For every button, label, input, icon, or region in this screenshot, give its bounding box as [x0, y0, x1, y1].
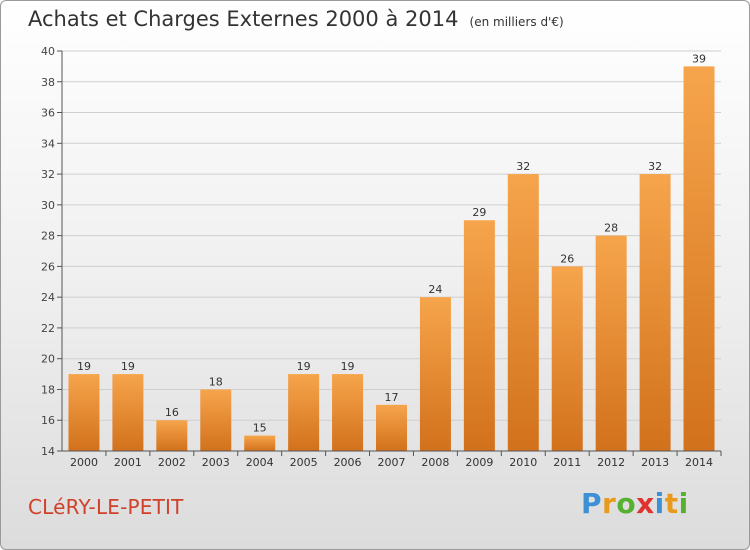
y-tick-label: 14 [41, 445, 55, 458]
logo-letter: i [678, 487, 689, 520]
city-name: CLéRY-LE-PETIT [28, 495, 184, 519]
chart-title: Achats et Charges Externes 2000 à 2014 (… [28, 7, 564, 31]
bar [68, 374, 100, 451]
x-tick-label: 2005 [290, 456, 318, 469]
bar-value-label: 17 [385, 391, 399, 404]
x-tick-label: 2003 [202, 456, 230, 469]
bar-value-label: 39 [692, 52, 706, 65]
x-tick-label: 2000 [70, 456, 98, 469]
bar-value-label: 26 [560, 252, 574, 265]
y-tick-label: 30 [41, 199, 55, 212]
logo-letter: t [664, 487, 679, 520]
y-tick-label: 24 [41, 291, 55, 304]
chart-title-main: Achats et Charges Externes 2000 à 2014 [28, 7, 459, 31]
x-tick-label: 2014 [685, 456, 713, 469]
bar [376, 404, 407, 451]
y-tick-label: 16 [41, 414, 55, 427]
bar [244, 435, 276, 451]
bar [463, 220, 495, 451]
bar-value-label: 24 [428, 283, 442, 296]
bar [112, 374, 144, 451]
bar [419, 297, 451, 451]
logo-letter: o [616, 487, 637, 520]
y-tick-label: 40 [41, 45, 55, 58]
x-tick-label: 2008 [421, 456, 449, 469]
y-tick-label: 28 [41, 230, 55, 243]
bar-value-label: 28 [604, 222, 618, 235]
y-tick-label: 38 [41, 76, 55, 89]
bar-value-label: 19 [341, 360, 355, 373]
y-tick-label: 34 [41, 137, 55, 150]
bar [288, 374, 320, 451]
bar [332, 374, 364, 451]
bar [507, 174, 539, 452]
x-tick-label: 2009 [465, 456, 493, 469]
bar-value-label: 19 [121, 360, 135, 373]
x-tick-label: 2006 [334, 456, 362, 469]
logo-letter: P [581, 487, 603, 520]
y-tick-label: 20 [41, 353, 55, 366]
logo-letter: x [636, 487, 655, 520]
x-tick-label: 2001 [114, 456, 142, 469]
bar [200, 389, 232, 451]
bar [639, 174, 671, 452]
x-tick-label: 2011 [553, 456, 581, 469]
bar-value-label: 15 [253, 422, 267, 435]
x-tick-label: 2013 [641, 456, 669, 469]
y-tick-label: 36 [41, 107, 55, 120]
proxiti-logo[interactable]: Proxiti [581, 487, 689, 520]
bar [683, 66, 715, 451]
bar-value-label: 19 [77, 360, 91, 373]
x-tick-label: 2012 [597, 456, 625, 469]
bar-value-label: 16 [165, 406, 179, 419]
y-tick-label: 18 [41, 383, 55, 396]
x-tick-label: 2004 [246, 456, 274, 469]
y-tick-label: 22 [41, 322, 55, 335]
bar-value-label: 32 [516, 160, 530, 173]
bar-value-label: 32 [648, 160, 662, 173]
y-tick-label: 26 [41, 260, 55, 273]
bar [156, 420, 188, 451]
logo-letter: i [654, 487, 665, 520]
x-tick-label: 2010 [509, 456, 537, 469]
bar-value-label: 19 [297, 360, 311, 373]
chart-title-unit: (en milliers d'€) [469, 15, 564, 29]
bar [551, 266, 583, 451]
bar [595, 235, 627, 451]
bar-value-label: 18 [209, 375, 223, 388]
y-tick-label: 32 [41, 168, 55, 181]
bar-value-label: 29 [472, 206, 486, 219]
logo-letter: r [602, 487, 617, 520]
x-tick-label: 2007 [378, 456, 406, 469]
x-tick-label: 2002 [158, 456, 186, 469]
